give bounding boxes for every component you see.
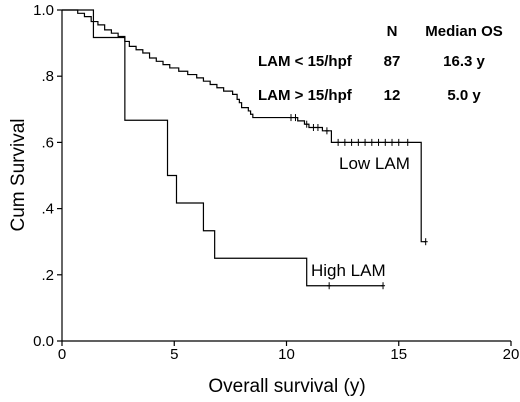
table-row-n: 12 <box>384 87 401 104</box>
y-tick-label: .6 <box>41 134 54 151</box>
table-row-label: LAM > 15/hpf <box>258 87 353 104</box>
axes: 0 5 10 15 20 0.0 .2 .4 .6 .8 1.0 <box>33 2 519 363</box>
x-tick-label: 0 <box>58 346 66 363</box>
table-row-n: 87 <box>384 53 401 70</box>
y-tick-label: .8 <box>41 68 54 85</box>
y-tick-label: .2 <box>41 267 54 284</box>
x-axis-title: Overall survival (y) <box>208 376 365 397</box>
series-layer <box>62 9 428 290</box>
stats-table: N Median OS LAM < 15/hpf 87 16.3 y LAM >… <box>258 23 503 104</box>
series-label-low-lam: Low LAM <box>339 154 410 173</box>
series-low-lam <box>62 9 428 246</box>
survival-curve <box>62 9 426 243</box>
table-header-median-os: Median OS <box>425 23 503 40</box>
x-tick-label: 15 <box>390 346 407 363</box>
y-tick-label: 0.0 <box>33 333 54 350</box>
table-header-n: N <box>387 23 398 40</box>
series-label-high-lam: High LAM <box>311 261 386 280</box>
y-tick-label: 1.0 <box>33 2 54 19</box>
table-row-median: 16.3 y <box>443 53 485 70</box>
y-tick-label: .4 <box>41 201 54 218</box>
series-high-lam <box>62 9 386 290</box>
y-axis-title: Cum Survival <box>8 119 29 232</box>
survival-curve <box>62 9 384 287</box>
table-row-label: LAM < 15/hpf <box>258 53 353 70</box>
x-tick-label: 5 <box>170 346 178 363</box>
table-row-median: 5.0 y <box>447 87 481 104</box>
x-tick-label: 10 <box>278 346 295 363</box>
x-tick-label: 20 <box>503 346 520 363</box>
